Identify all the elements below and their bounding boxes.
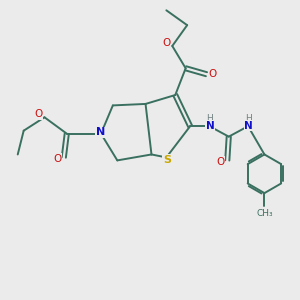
Text: N: N xyxy=(96,127,105,137)
Text: H: H xyxy=(206,114,213,123)
Text: O: O xyxy=(217,157,225,167)
Text: N: N xyxy=(206,121,214,130)
Text: O: O xyxy=(162,38,170,48)
Text: O: O xyxy=(208,69,217,79)
Text: H: H xyxy=(245,114,251,123)
Text: S: S xyxy=(163,155,171,165)
Text: CH₃: CH₃ xyxy=(256,208,273,217)
Text: O: O xyxy=(34,109,43,119)
Text: O: O xyxy=(53,154,61,164)
Text: N: N xyxy=(244,121,253,130)
